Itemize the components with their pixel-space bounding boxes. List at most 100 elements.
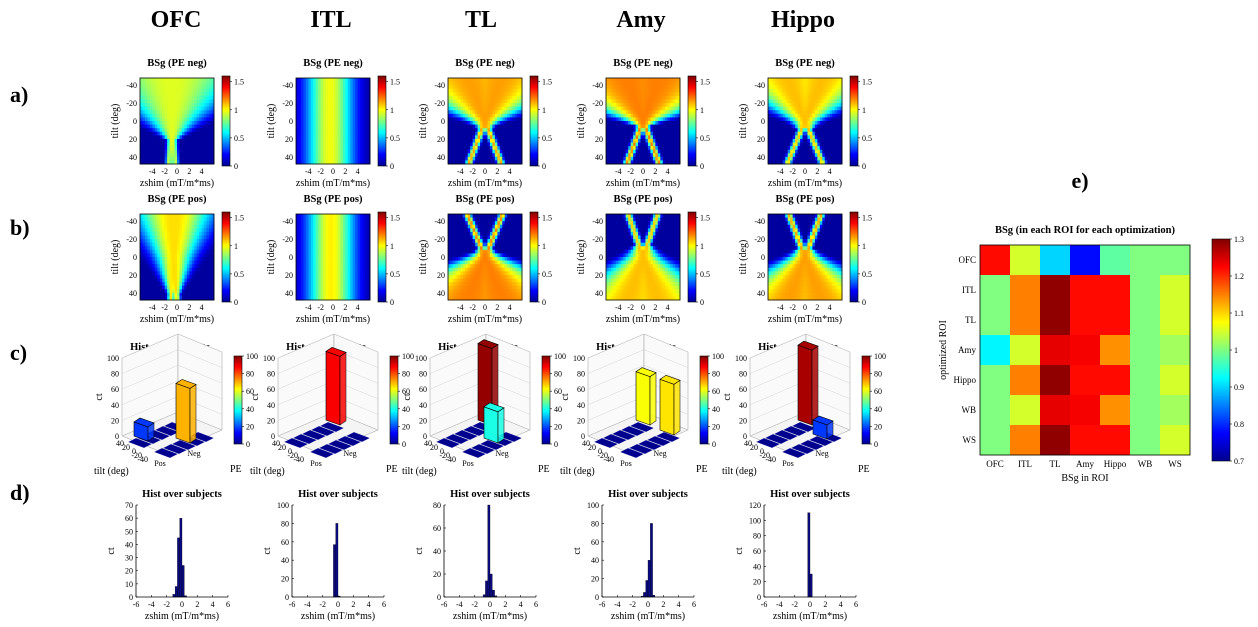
- heatmap-cell: [207, 114, 210, 118]
- heatmap-cell: [348, 214, 351, 218]
- heatmap-cell: [187, 128, 190, 132]
- heatmap-cell: [485, 117, 488, 121]
- heatmap-cell: [182, 85, 185, 89]
- heatmap-cell: [487, 125, 490, 129]
- heatmap-cell: [175, 139, 178, 143]
- heatmap-cell: [660, 153, 663, 157]
- heatmap-cell: [172, 117, 175, 121]
- heatmap-cell: [177, 96, 180, 100]
- heatmap-cell: [172, 232, 175, 236]
- heatmap-cell: [815, 107, 818, 111]
- heatmap-cell: [663, 78, 666, 82]
- heatmap-cell: [663, 85, 666, 89]
- colorbar: 00.511.5: [378, 76, 400, 171]
- colorbar-tick-label: 0: [862, 162, 866, 171]
- heatmap-cell: [465, 82, 468, 86]
- heatmap-cell: [648, 96, 651, 100]
- heatmap-cell: [170, 110, 173, 114]
- heatmap-cell: [650, 114, 653, 118]
- heatmap-cell: [355, 271, 358, 275]
- heatmap-cell: [157, 221, 160, 225]
- heatmap-cell: [197, 78, 200, 82]
- heatmap-cell: [827, 132, 830, 136]
- colorbar-gradient: [530, 76, 538, 166]
- heatmap-cell: [365, 143, 368, 147]
- heatmap-cell: [323, 257, 326, 261]
- heatmap-cell: [301, 153, 304, 157]
- heatmap-cell: [768, 139, 771, 143]
- heatmap-cell: [827, 117, 830, 121]
- heatmap-cell: [142, 125, 145, 129]
- heatmap-cell: [827, 139, 830, 143]
- heatmap-cell: [165, 89, 168, 93]
- heatmap-cell: [505, 107, 508, 111]
- heatmap-cell: [453, 135, 456, 139]
- heatmap-cell: [500, 114, 503, 118]
- heatmap-cell: [152, 114, 155, 118]
- heatmap-cell: [608, 128, 611, 132]
- heatmap-cell: [142, 135, 145, 139]
- heatmap-cell: [145, 282, 148, 286]
- heatmap-cell: [795, 143, 798, 147]
- heatmap-cell: [331, 146, 334, 150]
- heatmap-cell: [778, 117, 781, 121]
- heatmap-cell: [179, 282, 182, 286]
- heatmap-cell: [328, 92, 331, 96]
- heatmap-cell: [820, 117, 823, 121]
- heatmap-cell: [318, 146, 321, 150]
- heatmap-cell: [487, 96, 490, 100]
- heatmap-cell: [613, 92, 616, 96]
- heatmap-cell: [641, 153, 644, 157]
- heatmap-cell: [199, 228, 202, 232]
- heatmap-cell: [147, 221, 150, 225]
- heatmap-cell: [350, 225, 353, 229]
- heatmap-cell: [365, 261, 368, 265]
- heatmap-cell: [363, 214, 366, 218]
- heatmap-cell: [665, 92, 668, 96]
- heatmap-cell: [306, 135, 309, 139]
- heatmap-cell: [628, 125, 631, 129]
- heatmap-cell: [326, 114, 329, 118]
- heatmap-cell: [345, 250, 348, 254]
- heatmap-cell: [338, 232, 341, 236]
- heatmap-cell: [815, 100, 818, 104]
- colorbar: 00.511.5: [850, 76, 872, 171]
- heatmap-cell: [463, 85, 466, 89]
- heatmap-cell: [157, 135, 160, 139]
- heatmap-cell: [515, 82, 518, 86]
- heatmap-cell: [515, 143, 518, 147]
- heatmap-cell: [621, 132, 624, 136]
- heatmap-cell: [660, 100, 663, 104]
- heatmap-cell: [673, 92, 676, 96]
- heatmap-cell: [321, 100, 324, 104]
- heatmap-cell: [835, 92, 838, 96]
- heatmap-cell: [321, 92, 324, 96]
- heatmap-cell: [197, 150, 200, 154]
- heatmap-cell: [321, 228, 324, 232]
- heatmap-cell: [365, 214, 368, 218]
- heatmap-cell: [167, 143, 170, 147]
- heatmap-cell: [298, 236, 301, 240]
- heatmap-cell: [636, 114, 639, 118]
- heatmap-cell: [345, 107, 348, 111]
- heatmap-cell: [653, 110, 656, 114]
- heatmap-cell: [663, 121, 666, 125]
- heatmap-cell: [832, 92, 835, 96]
- colorbar: 00.511.5: [530, 76, 552, 171]
- heatmap-cell: [817, 132, 820, 136]
- heatmap-cell: [798, 125, 801, 129]
- heatmap-cell: [500, 143, 503, 147]
- heatmap-cell: [810, 103, 813, 107]
- heatmap-cell: [184, 268, 187, 272]
- heatmap-cell: [187, 110, 190, 114]
- heatmap-cell: [179, 236, 182, 240]
- heatmap-cell: [323, 121, 326, 125]
- heatmap-cell: [673, 96, 676, 100]
- heatmap-cell: [633, 82, 636, 86]
- heatmap-cell: [301, 253, 304, 257]
- heatmap-cell: [608, 117, 611, 121]
- heatmap-cell: [184, 110, 187, 114]
- heatmap-cell: [463, 153, 466, 157]
- heatmap-cell: [182, 121, 185, 125]
